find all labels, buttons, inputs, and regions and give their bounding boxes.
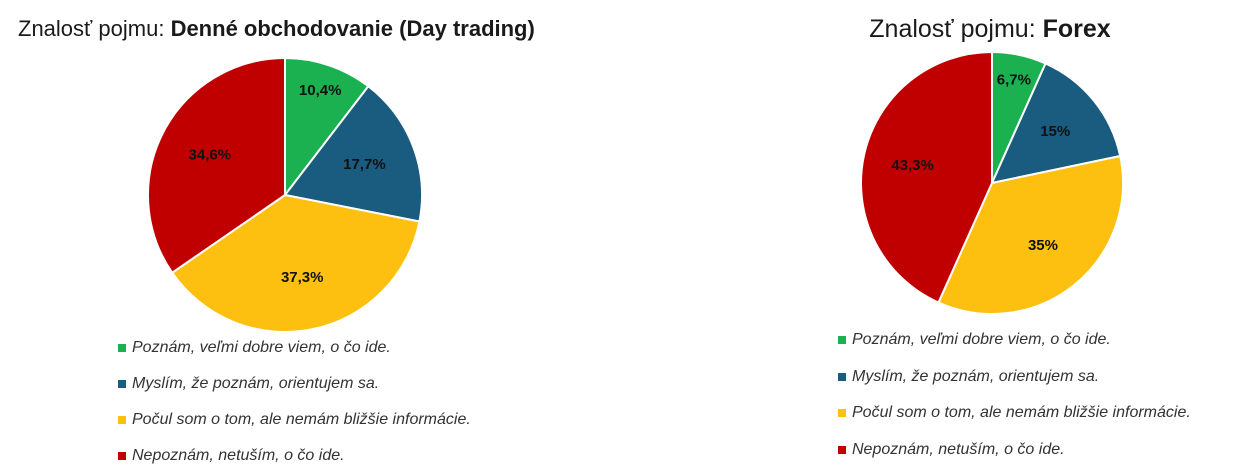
legend-marker bbox=[838, 446, 846, 454]
legend-marker bbox=[118, 452, 126, 460]
pie-slice bbox=[937, 154, 1124, 315]
legend-label: Poznám, veľmi dobre viem, o čo ide. bbox=[852, 331, 1111, 348]
legend-label: Počul som o tom, ale nemám bližšie infor… bbox=[132, 411, 471, 428]
data-label: 34,6% bbox=[189, 146, 232, 163]
pie-slice bbox=[147, 56, 286, 275]
data-label: 6,7% bbox=[997, 71, 1031, 88]
legend-label: Počul som o tom, ale nemám bližšie infor… bbox=[852, 404, 1191, 421]
title-main: Forex bbox=[1043, 15, 1111, 43]
data-label: 37,3% bbox=[281, 269, 324, 286]
chart-title: Znalosť pojmu: Forex bbox=[869, 15, 1111, 43]
data-label: 17,7% bbox=[343, 156, 386, 173]
legend-marker bbox=[838, 373, 846, 381]
title-prefix: Znalosť pojmu: bbox=[869, 15, 1035, 43]
legend-marker bbox=[838, 409, 846, 417]
pie-slice bbox=[860, 50, 993, 304]
data-label: 43,3% bbox=[891, 157, 934, 174]
title-main: Denné obchodovanie (Day trading) bbox=[171, 16, 535, 41]
legend-marker bbox=[118, 344, 126, 352]
legend-marker bbox=[118, 380, 126, 388]
legend-label: Myslím, že poznám, orientujem sa. bbox=[132, 375, 379, 392]
legend-label: Nepoznám, netuším, o čo ide. bbox=[132, 447, 345, 464]
pie-slice bbox=[284, 56, 370, 198]
legend-label: Nepoznám, netuším, o čo ide. bbox=[852, 441, 1065, 458]
data-label: 35% bbox=[1028, 237, 1058, 254]
pie-slice bbox=[990, 62, 1122, 185]
pie-slice bbox=[283, 84, 423, 223]
legend-marker bbox=[838, 336, 846, 344]
chart-title: Znalosť pojmu: Denné obchodovanie (Day t… bbox=[18, 16, 535, 41]
legend-label: Poznám, veľmi dobre viem, o čo ide. bbox=[132, 339, 391, 356]
title-prefix: Znalosť pojmu: bbox=[18, 16, 164, 41]
data-label: 15% bbox=[1040, 123, 1070, 140]
data-label: 10,4% bbox=[299, 82, 342, 99]
legend-label: Myslím, že poznám, orientujem sa. bbox=[852, 368, 1099, 385]
pie-slice bbox=[170, 193, 421, 333]
legend-marker bbox=[118, 416, 126, 424]
